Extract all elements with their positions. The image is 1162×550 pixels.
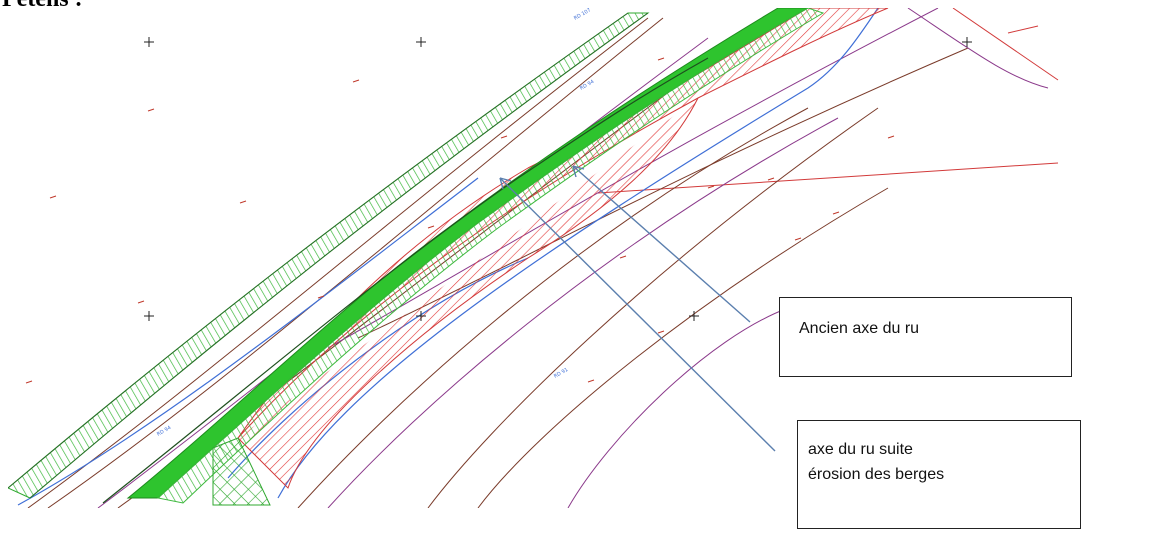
- road-embankment: [8, 12, 650, 499]
- callout-arrows: [499, 165, 776, 452]
- callout-new-stream-axis-line-2: érosion des berges: [808, 466, 945, 483]
- new-stream-area: [126, 8, 825, 506]
- page-heading: Petens :: [2, 0, 83, 13]
- grid-crosses: [144, 37, 972, 321]
- topographic-plan: RD 107 RD 94 RD 94 RD 91: [8, 8, 1162, 508]
- label-road-top: RD 107: [573, 8, 592, 22]
- callout-new-stream-axis: axe du ru suite érosion des berges: [797, 420, 1081, 529]
- callout-old-stream-axis: Ancien axe du ru: [779, 297, 1072, 377]
- label-mid-road: RD 94: [579, 79, 595, 92]
- label-right-field: RD 91: [553, 367, 569, 380]
- spot-height-marks: [25, 57, 895, 384]
- callout-old-stream-axis-text: Ancien axe du ru: [799, 320, 920, 337]
- stream-axis-line: [102, 57, 709, 504]
- plan-drawing: RD 107 RD 94 RD 94 RD 91: [8, 8, 1059, 508]
- callout-new-stream-axis-line-1: axe du ru suite: [808, 441, 913, 458]
